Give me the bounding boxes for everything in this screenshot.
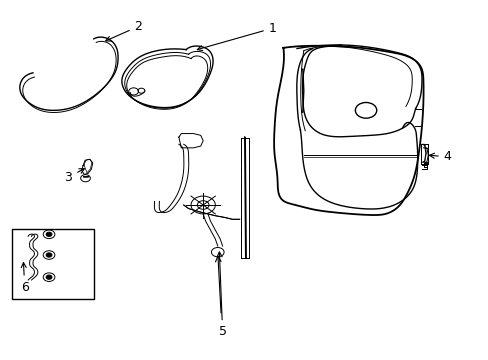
Circle shape	[46, 232, 52, 237]
Circle shape	[46, 275, 52, 279]
Text: 6: 6	[21, 262, 29, 294]
Text: 3: 3	[64, 169, 84, 184]
Text: 4: 4	[428, 150, 451, 163]
Circle shape	[46, 253, 52, 257]
Bar	[12, 229, 94, 298]
Text: 5: 5	[217, 252, 226, 338]
Text: 2: 2	[105, 20, 142, 41]
Text: 1: 1	[197, 22, 276, 51]
